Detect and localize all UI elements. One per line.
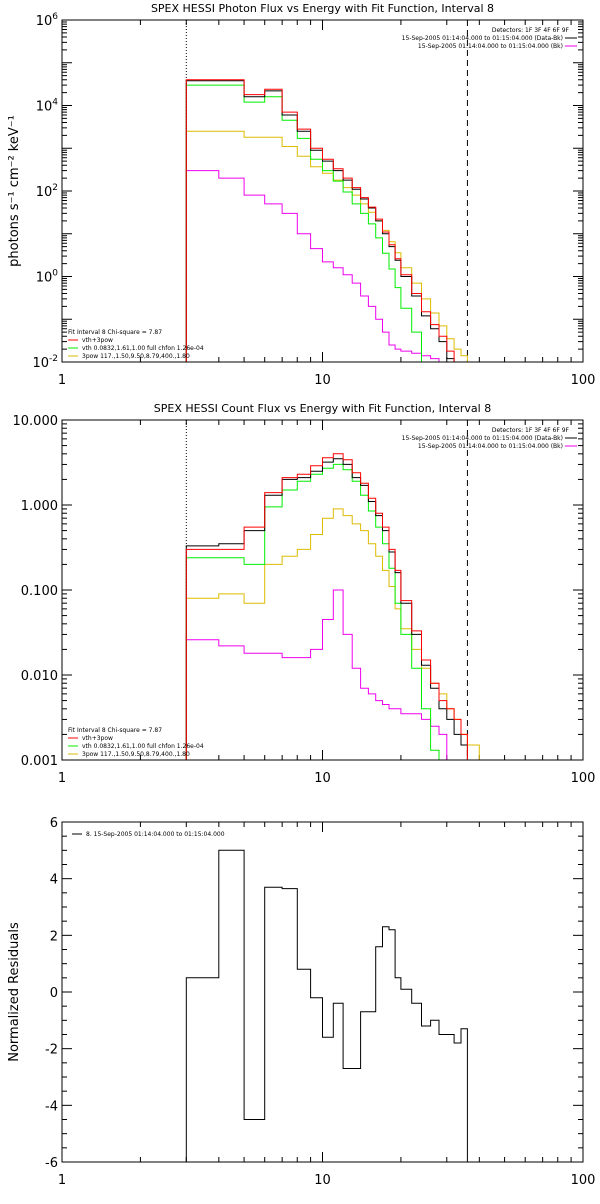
x-tick-label: 100 (571, 373, 596, 388)
chart-title: SPEX HESSI Count Flux vs Energy with Fit… (154, 402, 491, 415)
series-line-3pow (185, 508, 493, 760)
series-line-bk (185, 170, 447, 362)
legend-text: 3pow 117.,1.50,9.50,8.79,400.,1.80 (82, 751, 190, 758)
y-axis: 10-2 100 102 104 106 (32, 12, 583, 371)
legend-text: vth+3pow (82, 337, 113, 344)
plot-area (185, 79, 480, 362)
legend-text: Fit Interval 8 Chi-square = 7.87 (68, 329, 162, 336)
chart-title: SPEX HESSI Photon Flux vs Energy with Fi… (151, 2, 494, 15)
series-line-vth-3pow (185, 79, 468, 362)
series-line-data-bk (185, 80, 468, 362)
y-tick-label: 104 (36, 98, 59, 115)
y-tick-label: 102 (36, 183, 58, 200)
y-tick-label: 6 (50, 816, 58, 831)
y-tick-label: 0.001 (21, 754, 58, 769)
axes-frame (61, 821, 584, 1163)
legend-text: 15-Sep-2005 01:14:04.000 to 01:15:04.000… (418, 443, 563, 450)
y-tick-label: 0.010 (21, 669, 58, 684)
x-tick-label: 1 (58, 771, 66, 786)
x-tick-label: 100 (571, 771, 596, 786)
y-tick-label: 10-2 (32, 354, 58, 371)
x-axis: 1 10 100 (58, 822, 596, 1188)
legend-text: vth 0.0832,1.61,1.00 full chfon 1.26e-04 (82, 743, 204, 750)
x-tick-label: 10 (314, 771, 331, 786)
legend-text: vth+3pow (82, 735, 113, 742)
chart-panel-3: 1 10 100 -6 -4 -2 0 2 4 6 Normalized Residuals 8. 1… (7, 816, 595, 1188)
x-tick-label: 100 (571, 1173, 596, 1188)
series-line-vth (185, 84, 431, 362)
legend-text: Detectors: 1F 3F 4F 6F 9F (492, 27, 570, 34)
x-tick-label: 1 (58, 1173, 66, 1188)
series-line-vth-3pow (185, 453, 468, 760)
legend-info: 8. 15-Sep-2005 01:14:04.000 to 01:15:04.… (72, 831, 225, 838)
series-line-8-15-sep-2005-01-14-04-000-to-01-15-04-000 (185, 849, 468, 1162)
y-tick-label: 0.100 (21, 584, 58, 599)
axes-frame (61, 419, 584, 761)
y-axis: -6 -4 -2 0 2 4 6 (45, 816, 583, 1171)
legend-text: vth 0.0832,1.61,1.00 full chfon 1.26e-04 (82, 345, 204, 352)
series-line-bk (185, 589, 448, 760)
legend-text: 3pow 117.,1.50,9.50,8.79,400.,1.80 (82, 353, 190, 360)
series-line-data-bk (185, 458, 468, 760)
y-axis: 0.001 0.010 0.100 1.000 10.000 (13, 414, 583, 769)
y-tick-label: 10.000 (13, 414, 59, 429)
legend-text: 15-Sep-2005 01:14:04.000 to 01:15:04.000… (418, 43, 563, 50)
y-axis-label: Normalized Residuals (7, 922, 22, 1062)
chart-panel-1: SPEX HESSI Photon Flux vs Energy with Fi… (7, 2, 595, 388)
series-line-vth (185, 463, 440, 760)
axes-frame (61, 19, 584, 363)
y-tick-label: 106 (36, 12, 59, 29)
x-tick-label: 10 (314, 1173, 331, 1188)
y-tick-label: 2 (50, 929, 58, 944)
x-tick-label: 1 (58, 373, 66, 388)
y-tick-label: -4 (45, 1099, 58, 1114)
legend-text: 8. 15-Sep-2005 01:14:04.000 to 01:15:04.… (86, 831, 225, 838)
plot-area (185, 849, 468, 1162)
y-tick-label: 0 (50, 986, 58, 1001)
legend-text: Detectors: 1F 3F 4F 6F 9F (492, 427, 570, 434)
y-tick-label: 1.000 (21, 499, 58, 514)
plot-area (185, 453, 493, 760)
y-tick-label: -2 (45, 1043, 58, 1058)
y-axis-label: photons s⁻¹ cm⁻² keV⁻¹ (7, 115, 22, 267)
legend-text: 15-Sep-2005 01:14:04.000 to 01:15:04.000… (402, 435, 563, 442)
chart-panel-2: SPEX HESSI Count Flux vs Energy with Fit… (13, 402, 596, 786)
legend-text: 15-Sep-2005 01:14:04.000 to 01:15:04.000… (402, 35, 563, 42)
y-tick-label: -6 (45, 1156, 58, 1171)
y-tick-label: 100 (36, 269, 59, 286)
y-tick-label: 4 (50, 873, 58, 888)
x-tick-label: 10 (314, 373, 331, 388)
legend-text: Fit Interval 8 Chi-square = 7.87 (68, 727, 162, 734)
